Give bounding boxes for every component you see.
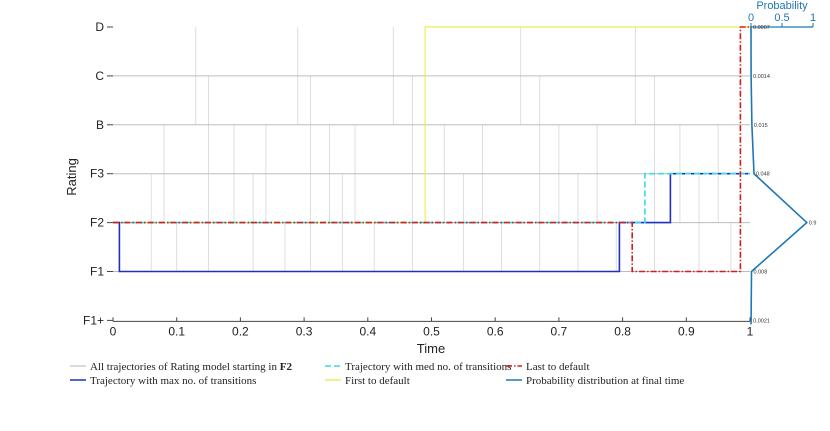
y-tick-label: D [95, 20, 104, 34]
background-trajectories [150, 27, 732, 272]
x-tick-label: 0.2 [232, 324, 249, 338]
x-tick-label: 0.4 [359, 324, 376, 338]
probability-value-label: 0.0014 [753, 74, 770, 80]
legend-last-to-default: Last to default [526, 361, 590, 373]
legend-all-trajectories: All trajectories of Rating model startin… [90, 361, 292, 373]
x-axis-label: Time [417, 341, 445, 356]
highlighted-trajectories [113, 26, 750, 273]
series-line [113, 172, 750, 273]
x-tick-label: 0.1 [168, 324, 185, 338]
probability-distribution: 0 0.5 1 0.0021 0.008 0.9 0.048 0.015 0.0014 0.000… [748, 12, 817, 325]
x-tick-label: 0.3 [296, 324, 313, 338]
x-tick-label: 0.9 [678, 324, 695, 338]
legend-max-transitions: Trajectory with max no. of transitions [90, 375, 256, 387]
legend-first-to-default: First to default [345, 375, 410, 387]
legend-probability-distribution: Probability distribution at final time [526, 375, 684, 387]
probability-value-label: 0.0007 [753, 25, 770, 31]
y-tick-label: F3 [90, 167, 104, 181]
x-tick-label: 0.5 [423, 324, 440, 338]
series-line [113, 26, 750, 273]
x-tick-label: 1 [747, 324, 754, 338]
probability-axis-label: Probability [756, 0, 808, 12]
probability-value-label: 0.008 [753, 270, 767, 276]
x-tick-label: 0.6 [487, 324, 504, 338]
y-axis: F1+ F1 F2 F3 B C D [83, 20, 113, 327]
probability-value-label: 0.0021 [753, 318, 770, 324]
y-axis-label: Rating [64, 158, 79, 196]
probability-value-label: 0.048 [756, 172, 770, 178]
y-tick-label: F1 [90, 265, 104, 279]
probability-distribution-line [750, 26, 808, 325]
x-tick-label: 0.8 [614, 324, 631, 338]
y-tick-label: C [95, 69, 104, 83]
legend: All trajectories of Rating model startin… [70, 361, 684, 387]
y-tick-label: F1+ [83, 313, 104, 327]
x-tick-label: 0.7 [551, 324, 568, 338]
probability-value-label: 0.9 [809, 221, 817, 227]
y-tick-label: B [96, 118, 104, 132]
legend-med-transitions: Trajectory with med no. of transitions [345, 361, 511, 373]
y-tick-label: F2 [90, 216, 104, 230]
x-tick-label: 0 [110, 324, 117, 338]
probability-tick-label: 1 [810, 12, 816, 24]
probability-value-label: 0.015 [754, 123, 768, 129]
legend-bold-suffix: F2 [277, 361, 292, 373]
probability-tick-label: 0 [748, 12, 754, 24]
probability-tick-label: 0.5 [774, 12, 789, 24]
x-axis: 0 0.1 0.2 0.3 0.4 0.5 0.6 0.7 0.8 0.9 1 [110, 317, 754, 338]
